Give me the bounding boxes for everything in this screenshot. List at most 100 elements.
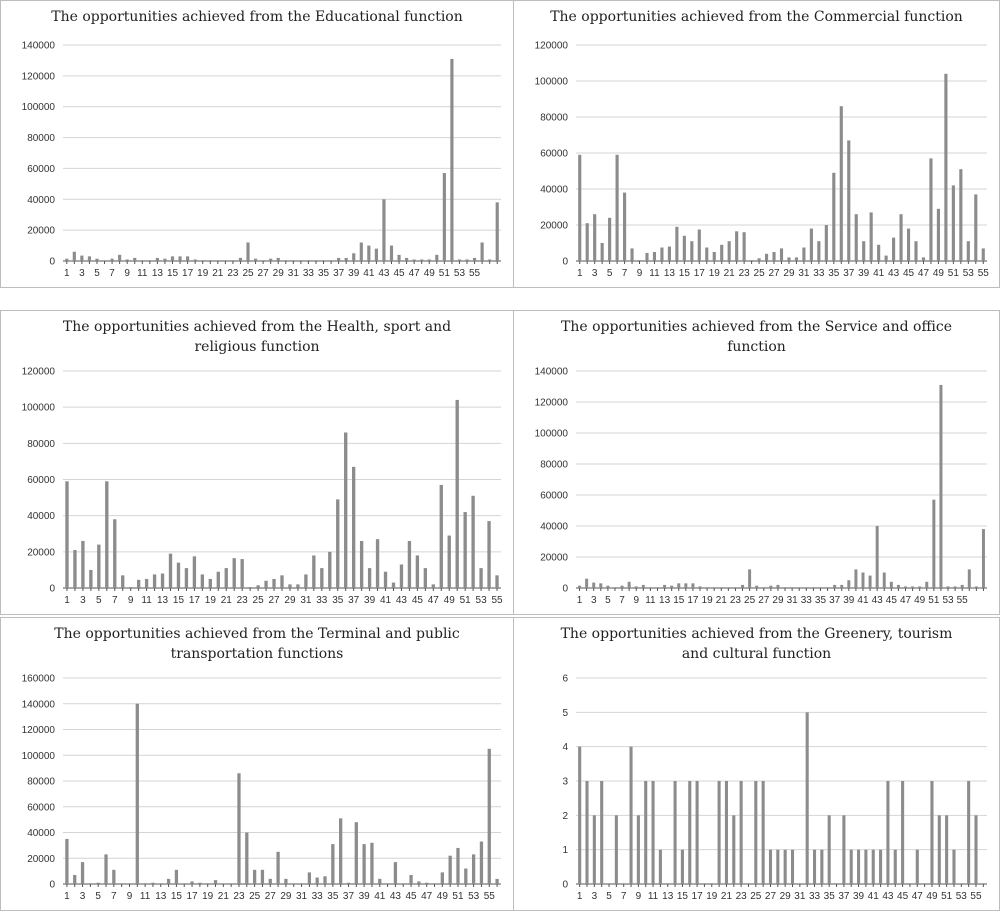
bar — [304, 574, 308, 588]
x-tick-label: 47 — [912, 891, 924, 902]
bar — [65, 481, 69, 588]
y-tick-label: 60000 — [27, 475, 55, 486]
bar — [667, 246, 671, 261]
y-tick-label: 80000 — [27, 777, 55, 788]
x-tick-label: 31 — [288, 268, 300, 279]
bar — [465, 259, 469, 261]
bar — [840, 584, 844, 588]
bar — [620, 585, 624, 588]
bar — [839, 106, 843, 261]
x-tick-label: 31 — [296, 891, 308, 902]
bar — [284, 878, 288, 884]
bar — [769, 585, 773, 588]
bar — [168, 553, 173, 588]
bar — [440, 872, 444, 884]
x-tick-label: 51 — [452, 891, 464, 902]
x-tick-label: 43 — [396, 595, 408, 606]
bar — [847, 580, 851, 588]
x-tick-label: 45 — [897, 891, 909, 902]
x-tick-label: 19 — [205, 595, 217, 606]
bar — [260, 869, 265, 884]
x-tick-label: 55 — [484, 891, 496, 902]
bar — [824, 225, 828, 261]
bar — [656, 587, 659, 588]
x-tick-label: 17 — [692, 891, 704, 902]
x-tick-label: 1 — [64, 891, 70, 902]
bar — [331, 844, 335, 884]
bar — [487, 521, 491, 588]
x-tick-label: 39 — [858, 268, 870, 279]
x-tick-label: 43 — [888, 268, 900, 279]
bar — [868, 575, 872, 588]
x-tick-label: 17 — [694, 268, 706, 279]
x-tick-label: 25 — [750, 891, 762, 902]
x-tick-label: 41 — [873, 268, 885, 279]
x-tick-label: 45 — [886, 595, 898, 606]
bar — [252, 869, 257, 884]
x-tick-label: 51 — [941, 891, 953, 902]
x-tick-label: 11 — [648, 891, 659, 902]
y-tick-label: 20000 — [540, 553, 568, 564]
y-tick-label: 40000 — [540, 522, 568, 533]
x-tick-label: 35 — [828, 268, 840, 279]
bar — [397, 254, 401, 261]
bar — [690, 241, 694, 261]
y-tick-label: 120000 — [22, 725, 56, 736]
bar — [790, 587, 794, 588]
bar — [705, 247, 709, 261]
bar — [471, 495, 475, 588]
chart-title: The opportunities achieved from the Serv… — [561, 319, 952, 335]
bar — [592, 582, 596, 588]
bar — [471, 854, 476, 884]
bar — [320, 568, 324, 588]
x-tick-label: 41 — [380, 595, 392, 606]
bar — [73, 874, 77, 884]
y-tick-label: 120000 — [535, 398, 569, 409]
y-tick-label: 120000 — [535, 41, 569, 52]
bar — [641, 584, 645, 588]
bar — [871, 849, 875, 884]
bar — [240, 559, 244, 588]
y-tick-label: 100000 — [535, 429, 569, 440]
bar — [660, 247, 664, 261]
bar — [450, 58, 454, 261]
x-tick-label: 53 — [476, 595, 488, 606]
bar — [930, 781, 934, 884]
bar — [811, 587, 815, 588]
bar — [600, 243, 604, 261]
y-tick-label: 160000 — [22, 674, 56, 685]
x-tick-label: 19 — [197, 268, 209, 279]
x-tick-label: 5 — [606, 891, 612, 902]
bar — [488, 259, 492, 261]
y-tick-label: 5 — [562, 708, 568, 719]
x-tick-label: 3 — [591, 595, 597, 606]
bar — [216, 571, 220, 588]
bar — [809, 228, 813, 261]
bar — [125, 259, 129, 261]
x-tick-label: 35 — [824, 891, 836, 902]
x-tick-label: 3 — [80, 891, 86, 902]
bar — [378, 878, 382, 884]
bar — [673, 781, 677, 884]
x-tick-label: 23 — [739, 268, 751, 279]
x-tick-label: 49 — [914, 595, 926, 606]
bar — [448, 855, 452, 884]
bar — [974, 815, 978, 884]
bar — [627, 581, 631, 588]
chart-title: The opportunities achieved from the Comm… — [550, 9, 963, 25]
x-tick-label: 1 — [577, 268, 583, 279]
x-tick-label: 55 — [491, 595, 503, 606]
bar — [268, 878, 272, 884]
bar — [663, 584, 667, 588]
x-tick-label: 19 — [706, 891, 718, 902]
y-tick-label: 40000 — [27, 828, 55, 839]
y-tick-label: 60000 — [27, 164, 55, 175]
bar — [875, 526, 879, 588]
chart-title: The opportunities achieved from the Gree… — [561, 626, 953, 642]
bar — [695, 781, 699, 884]
bar — [213, 880, 218, 884]
bar — [864, 849, 868, 884]
bar — [133, 257, 137, 261]
bar — [354, 822, 358, 884]
bar — [110, 258, 114, 261]
